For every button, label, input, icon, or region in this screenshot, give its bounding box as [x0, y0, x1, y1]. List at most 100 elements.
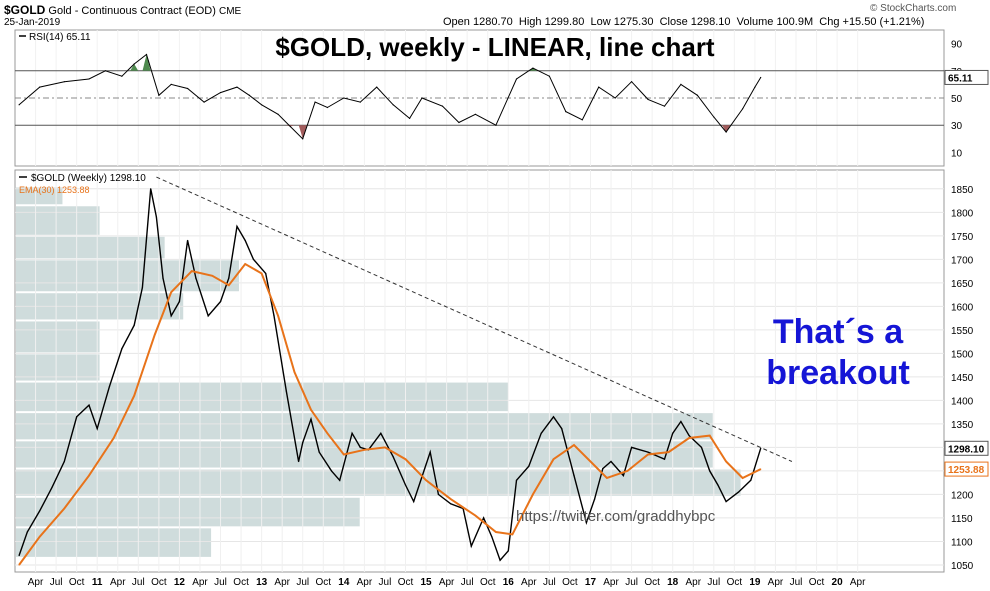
price-point	[700, 446, 703, 449]
price-tick-label: 1350	[951, 420, 974, 431]
price-point	[404, 484, 407, 486]
rsi-point	[145, 53, 148, 56]
close-label: Close	[659, 16, 688, 28]
price-point	[540, 432, 542, 434]
price-point	[339, 479, 341, 481]
stockcharts-watermark: © StockCharts.com	[870, 3, 957, 14]
price-point	[680, 420, 682, 423]
ohlc-readout: Open 1280.70 High 1299.80 Low 1275.30 Cl…	[443, 16, 924, 28]
time-tick-label: Apr	[274, 577, 290, 588]
price-point	[647, 451, 649, 453]
price-point	[178, 301, 181, 303]
rsi-point	[248, 94, 250, 96]
time-tick-label: Apr	[603, 577, 619, 588]
rsi-point	[18, 104, 20, 106]
time-tick-label: Apr	[192, 577, 208, 588]
price-point	[610, 460, 612, 463]
price-line	[18, 188, 762, 562]
ema-point	[326, 432, 329, 434]
vbp-bar	[16, 528, 212, 557]
time-tick-label: 17	[585, 577, 597, 588]
time-tick-label: 11	[92, 577, 103, 588]
time-tick-label: Jul	[132, 577, 145, 588]
price-point	[663, 458, 666, 460]
rsi-point	[158, 94, 160, 96]
rsi-point	[289, 125, 292, 128]
ema-point	[39, 536, 41, 538]
price-point	[39, 510, 41, 512]
rsi-point	[598, 86, 600, 88]
rsi-point	[441, 105, 444, 107]
price-point	[18, 554, 20, 557]
price-point	[429, 451, 431, 453]
price-point	[672, 432, 674, 434]
ema-point	[113, 437, 115, 439]
vbp-bar	[16, 206, 100, 235]
rsi-last-value-text: 65.11	[948, 73, 973, 84]
time-tick-label: Oct	[233, 577, 249, 588]
ema-point	[293, 371, 296, 373]
rsi-point	[261, 104, 263, 106]
price-point	[96, 427, 98, 430]
price-point	[252, 258, 255, 260]
price-point	[515, 479, 518, 481]
price-point	[602, 467, 604, 470]
time-tick-label: 12	[174, 577, 186, 588]
rsi-point	[680, 83, 682, 85]
price-point	[413, 500, 415, 503]
price-point	[121, 348, 123, 350]
ema-point	[626, 470, 629, 472]
open-label: Open	[443, 16, 470, 28]
vbp-bar	[16, 260, 239, 292]
callout-line-1: That´s a	[772, 313, 904, 351]
ema-point	[310, 409, 312, 411]
rsi-point	[630, 81, 633, 83]
volume-value: 100.9M	[776, 16, 814, 28]
callout-line-2: breakout	[766, 353, 910, 392]
price-panel	[18, 176, 793, 566]
rsi-point	[760, 76, 762, 79]
chg-value: +15.50 (+1.21%)	[842, 16, 925, 28]
time-tick-label: Jul	[707, 577, 720, 588]
price-point	[437, 493, 439, 496]
price-tick-label: 1650	[951, 279, 974, 290]
time-tick-label: 18	[667, 577, 679, 588]
price-point	[170, 315, 172, 317]
price-point	[207, 315, 209, 317]
price-point	[552, 416, 555, 418]
time-tick-label: Oct	[562, 577, 578, 588]
rsi-point	[515, 78, 518, 80]
price-point	[737, 491, 740, 493]
low-label: Low	[590, 16, 611, 28]
ema-last-value-text: 1253.88	[948, 465, 985, 476]
gridlines	[15, 30, 944, 572]
ema-last-value: 1253.88	[944, 461, 989, 477]
rsi-point	[359, 101, 361, 103]
ema-last-value-box	[944, 461, 989, 477]
rsi-legend: RSI(14) 65.11	[19, 32, 91, 43]
price-tick-label: 1500	[951, 349, 974, 360]
rsi-point	[409, 117, 411, 119]
rsi-panel	[15, 53, 944, 140]
rsi-oversold-fill	[298, 125, 307, 139]
price-point	[150, 188, 152, 190]
price-tick-label: 1700	[951, 255, 974, 266]
price-point	[310, 418, 312, 420]
time-tick-label: Apr	[685, 577, 701, 588]
ema-point	[244, 263, 246, 265]
ema-point	[532, 493, 534, 496]
price-tick-label: 1400	[951, 396, 974, 407]
ema-point	[589, 460, 592, 463]
exchange-label: CME	[218, 6, 242, 17]
rsi-overbought-fill	[142, 54, 151, 71]
rsi-point	[277, 113, 279, 115]
time-tick-label: Apr	[768, 577, 784, 588]
high-value: 1299.80	[544, 16, 585, 28]
twitter-handle: https://twitter.com/graddhybpc	[516, 508, 716, 525]
ema-point	[495, 531, 497, 533]
time-tick-label: Oct	[480, 577, 496, 588]
time-tick-label: Jul	[296, 577, 309, 588]
price-point	[162, 277, 164, 279]
time-tick-label: Oct	[398, 577, 414, 588]
